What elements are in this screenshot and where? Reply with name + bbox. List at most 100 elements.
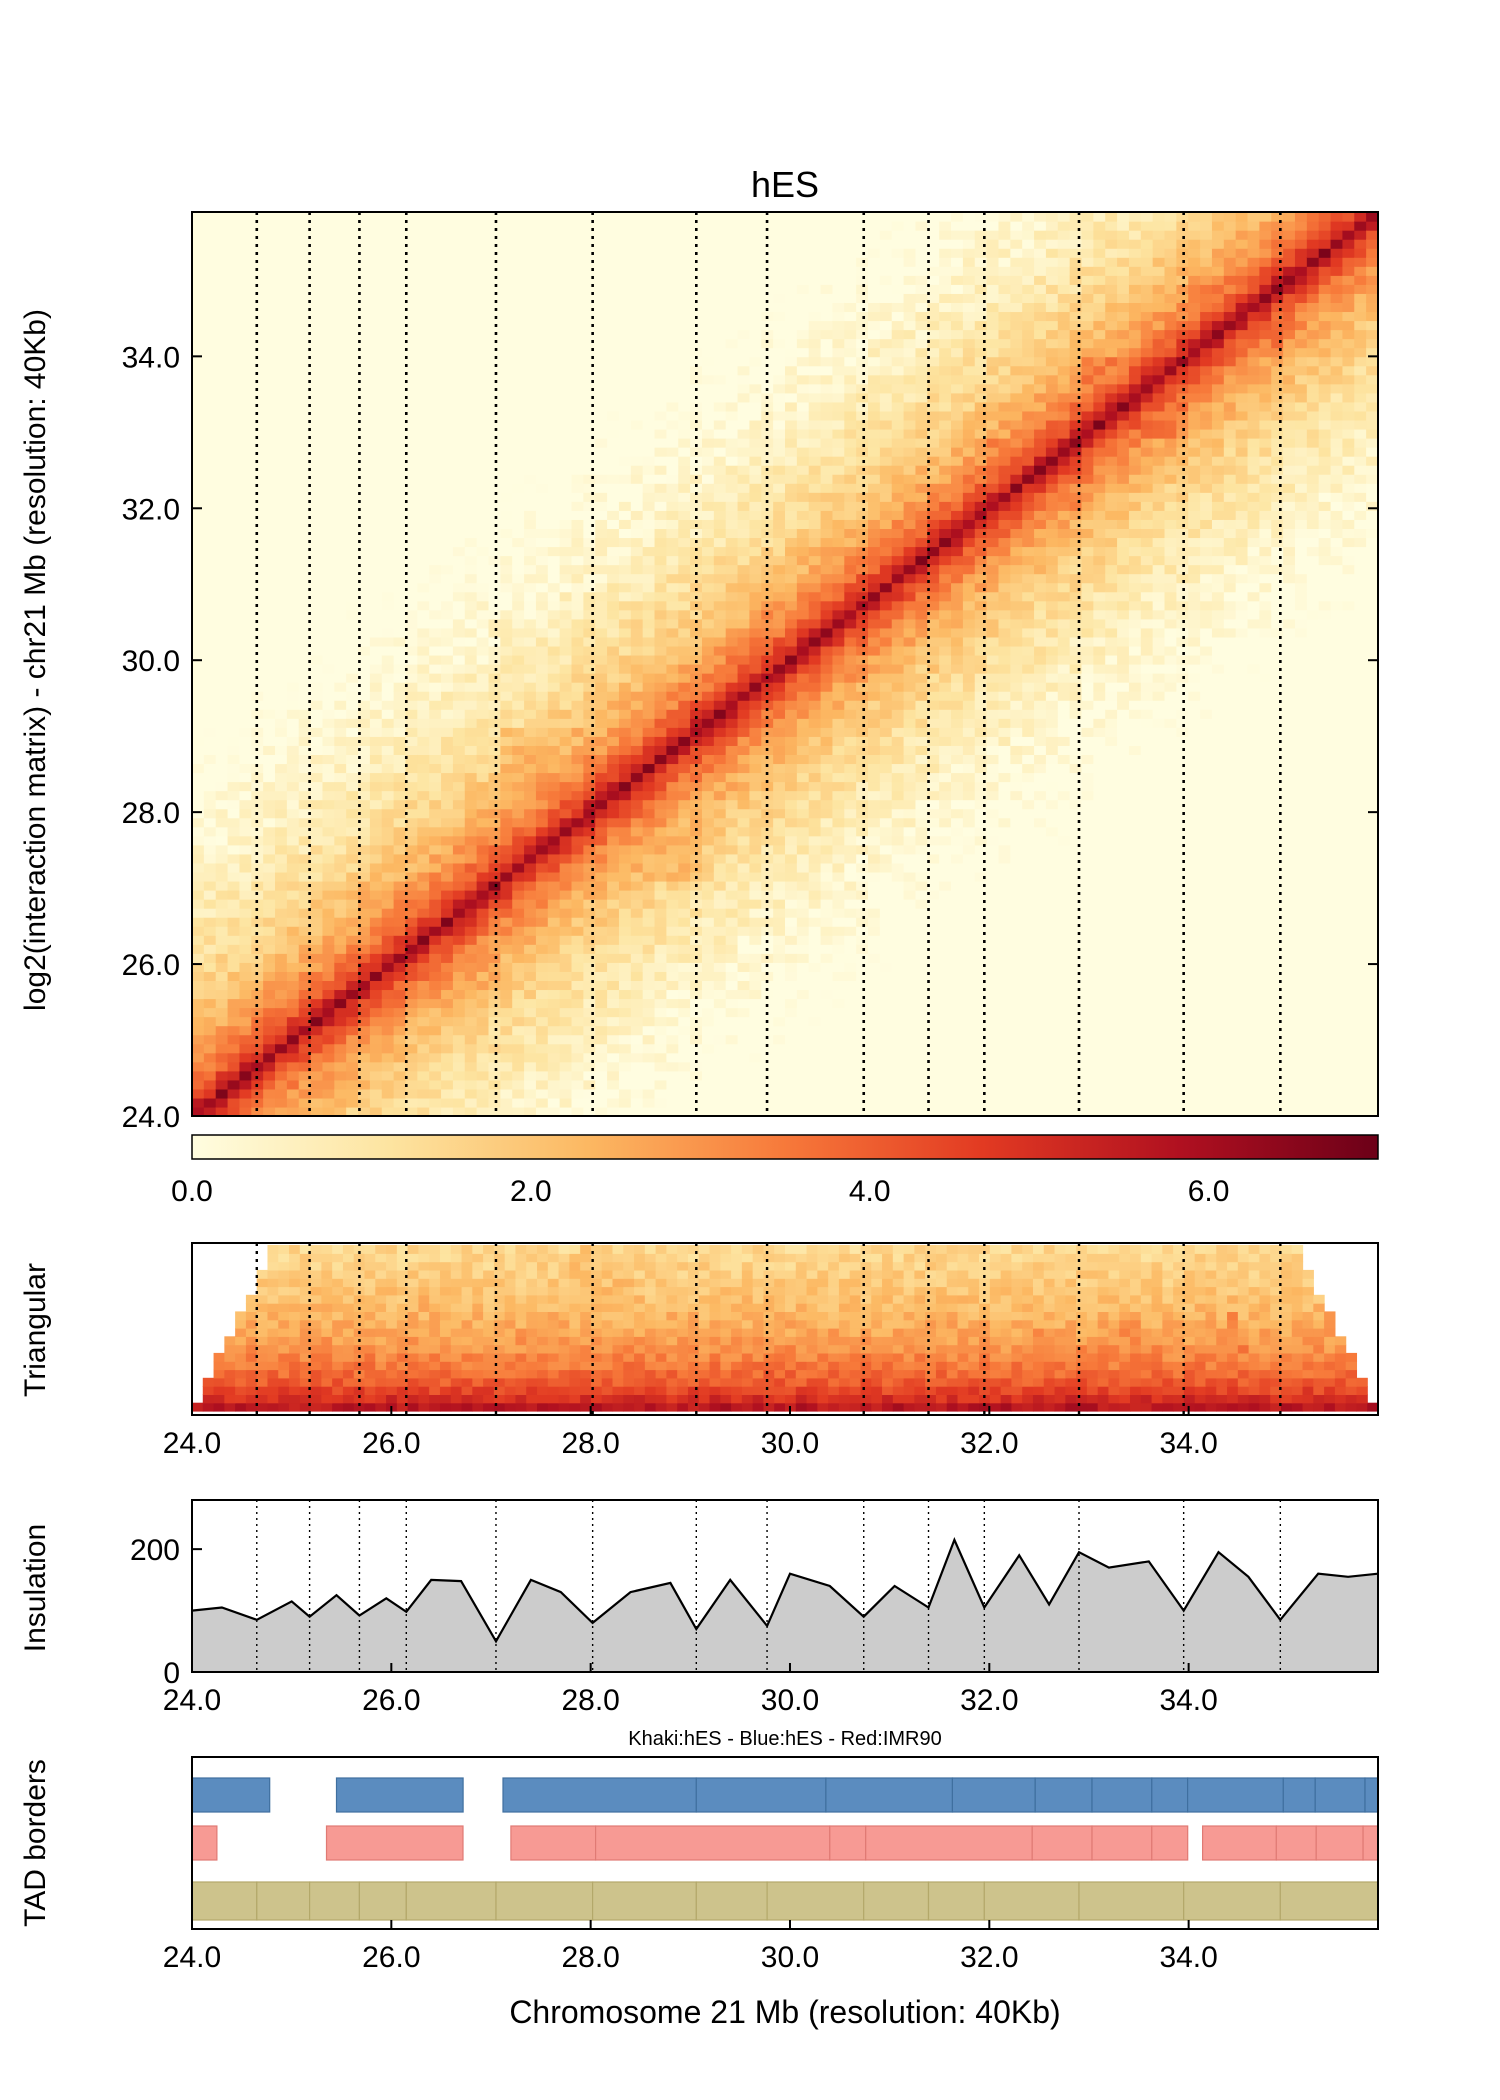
heatmap-cell: [547, 627, 561, 638]
heatmap-cell: [405, 365, 418, 376]
heatmap-cell: [369, 248, 383, 258]
heatmap-cell: [500, 519, 513, 529]
heatmap-cell: [583, 880, 596, 891]
heatmap-cell: [524, 221, 537, 231]
heatmap-cell: [369, 410, 383, 421]
heatmap-cell: [547, 410, 561, 421]
heatmap-cell: [334, 654, 347, 665]
heatmap-cell: [334, 293, 347, 303]
heatmap-cell: [701, 383, 715, 394]
heatmap-cell: [559, 926, 573, 936]
heatmap-cell: [334, 1070, 347, 1081]
heatmap-cell: [393, 853, 407, 864]
heatmap-cell: [227, 636, 241, 647]
heatmap-cell: [630, 564, 644, 575]
heatmap-cell: [251, 1061, 264, 1072]
heatmap-cell: [583, 320, 596, 331]
heatmap-cell: [429, 944, 442, 954]
heatmap-cell: [275, 212, 288, 222]
heatmap-cell: [310, 700, 324, 710]
heatmap-cell: [239, 293, 252, 303]
heatmap-cell: [263, 844, 276, 855]
heatmap-cell: [369, 799, 383, 810]
heatmap-cell: [535, 1052, 549, 1063]
heatmap-cell: [215, 311, 229, 322]
heatmap-cell: [737, 573, 751, 584]
heatmap-cell: [334, 718, 347, 728]
heatmap-cell: [725, 817, 739, 828]
heatmap-cell: [322, 338, 335, 349]
heatmap-cell: [358, 410, 371, 421]
heatmap-cell: [500, 591, 513, 602]
heatmap-cell: [393, 356, 407, 367]
heatmap-cell: [476, 1034, 490, 1045]
heatmap-cell: [595, 790, 608, 801]
heatmap-cell: [654, 890, 667, 900]
heatmap-cell: [215, 410, 229, 421]
heatmap-cell: [725, 302, 739, 313]
heatmap-cell: [263, 763, 276, 774]
heatmap-cell: [500, 636, 513, 647]
heatmap-cell: [666, 609, 679, 620]
heatmap-cell: [298, 329, 312, 340]
heatmap-cell: [369, 537, 383, 548]
heatmap-cell: [346, 799, 359, 810]
heatmap-cell: [476, 971, 490, 981]
heatmap-cell: [275, 1025, 288, 1036]
heatmap-cell: [192, 392, 205, 403]
heatmap-cell: [369, 944, 383, 954]
heatmap-cell: [263, 392, 276, 403]
heatmap-cell: [500, 266, 513, 276]
heatmap-cell: [678, 790, 691, 801]
heatmap-cell: [369, 528, 383, 539]
heatmap-cell: [500, 844, 513, 855]
heatmap-cell: [749, 221, 762, 231]
heatmap-cell: [239, 1043, 252, 1054]
heatmap-cell: [298, 808, 312, 819]
heatmap-cell: [192, 401, 205, 412]
heatmap-cell: [607, 392, 620, 403]
heatmap-cell: [322, 465, 335, 475]
heatmap-cell: [286, 483, 300, 493]
heatmap-cell: [215, 627, 229, 638]
heatmap-cell: [571, 745, 584, 755]
heatmap-cell: [215, 826, 229, 837]
heatmap-cell: [310, 302, 324, 313]
heatmap-cell: [346, 1052, 359, 1063]
heatmap-cell: [334, 664, 347, 674]
heatmap-cell: [310, 781, 324, 792]
heatmap-cell: [500, 826, 513, 837]
heatmap-cell: [286, 284, 300, 294]
heatmap-cell: [476, 401, 490, 412]
heatmap-cell: [464, 980, 478, 991]
heatmap-cell: [441, 329, 454, 340]
heatmap-cell: [690, 1052, 703, 1063]
heatmap-cell: [618, 745, 632, 755]
heatmap-cell: [737, 998, 751, 1009]
heatmap-cell: [524, 528, 537, 539]
heatmap-cell: [737, 926, 751, 936]
heatmap-cell: [192, 537, 205, 548]
heatmap-cell: [369, 727, 383, 737]
heatmap-cell: [429, 853, 442, 864]
heatmap-cell: [275, 465, 288, 475]
heatmap-cell: [559, 1061, 573, 1072]
heatmap-cell: [701, 528, 715, 539]
heatmap-cell: [725, 890, 739, 900]
heatmap-cell: [192, 853, 205, 864]
heatmap-cell: [583, 266, 596, 276]
heatmap-cell: [346, 329, 359, 340]
heatmap-cell: [346, 1097, 359, 1108]
heatmap-cell: [773, 383, 786, 394]
heatmap-cell: [559, 447, 573, 457]
heatmap-cell: [547, 474, 561, 484]
heatmap-cell: [227, 654, 241, 665]
heatmap-cell: [618, 1007, 632, 1018]
heatmap-cell: [678, 890, 691, 900]
heatmap-cell: [535, 555, 549, 566]
heatmap-cell: [322, 754, 335, 765]
heatmap-cell: [512, 682, 525, 692]
heatmap-cell: [417, 510, 430, 520]
heatmap-cell: [441, 908, 454, 918]
heatmap-cell: [203, 862, 217, 873]
